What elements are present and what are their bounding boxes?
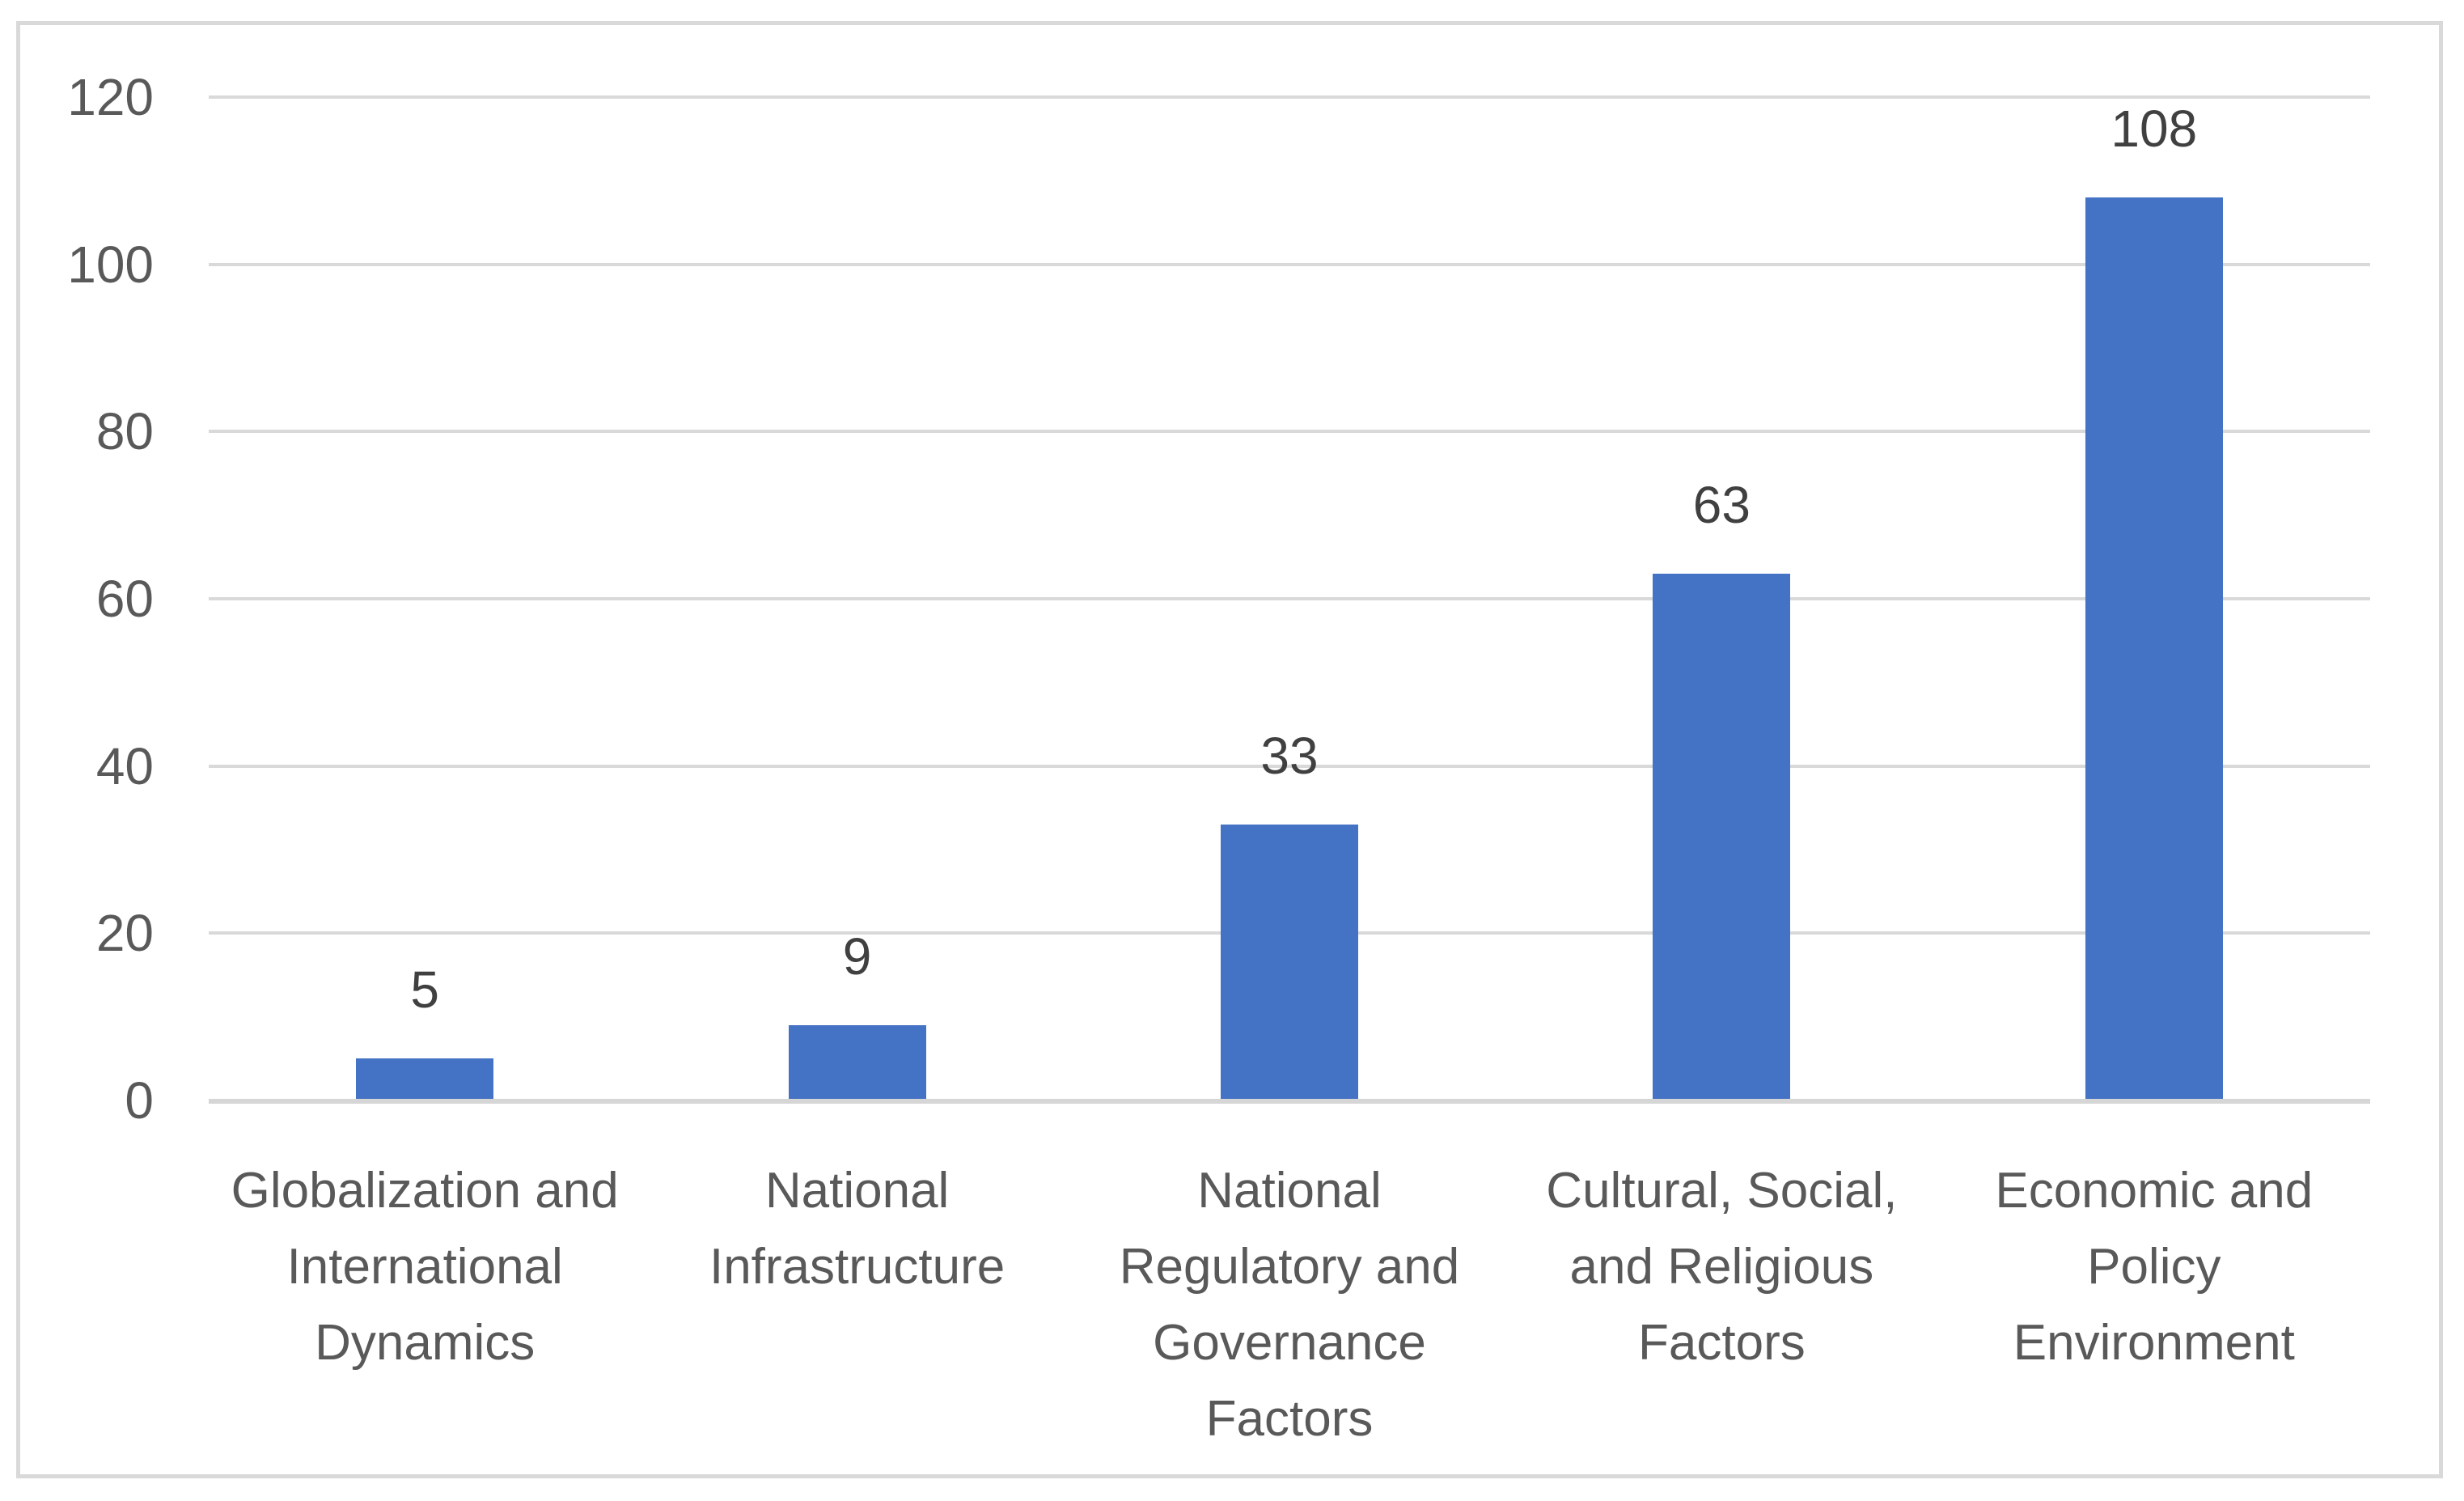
y-axis-tick-label: 120 xyxy=(67,68,154,126)
x-axis-line xyxy=(209,1099,2370,1104)
y-axis-tick-label: 0 xyxy=(125,1071,154,1130)
bar-data-label: 33 xyxy=(1260,727,1319,785)
bar-data-label: 5 xyxy=(410,960,439,1020)
gridline xyxy=(209,597,2370,600)
x-axis-category-label: Economic and Policy Environment xyxy=(1995,1163,2314,1371)
gridline xyxy=(209,430,2370,434)
y-axis-tick-label: 40 xyxy=(95,736,154,795)
gridline xyxy=(209,262,2370,266)
bar xyxy=(356,1058,494,1099)
bar xyxy=(1221,825,1358,1099)
bar xyxy=(788,1025,926,1099)
y-axis-tick-label: 100 xyxy=(67,235,154,294)
bar-data-label: 108 xyxy=(2110,100,2198,158)
x-axis-category-label: Cultural, Social, and Religious Factors xyxy=(1546,1163,1898,1371)
x-axis-category-label: Globalization and International Dynamics xyxy=(231,1163,619,1371)
y-axis-tick-label: 20 xyxy=(95,904,154,963)
bar xyxy=(2085,197,2223,1099)
x-axis-category-label: National Regulatory and Governance Facto… xyxy=(1119,1163,1460,1447)
gridline xyxy=(209,95,2370,99)
y-axis-tick-label: 80 xyxy=(95,402,154,461)
y-axis-tick-label: 60 xyxy=(95,570,154,628)
x-axis-category-label: National Infrastructure xyxy=(709,1163,1005,1295)
gridline xyxy=(209,764,2370,768)
bar-data-label: 63 xyxy=(1692,476,1751,534)
bar xyxy=(1653,574,1791,1099)
bar-data-label: 9 xyxy=(842,927,872,986)
